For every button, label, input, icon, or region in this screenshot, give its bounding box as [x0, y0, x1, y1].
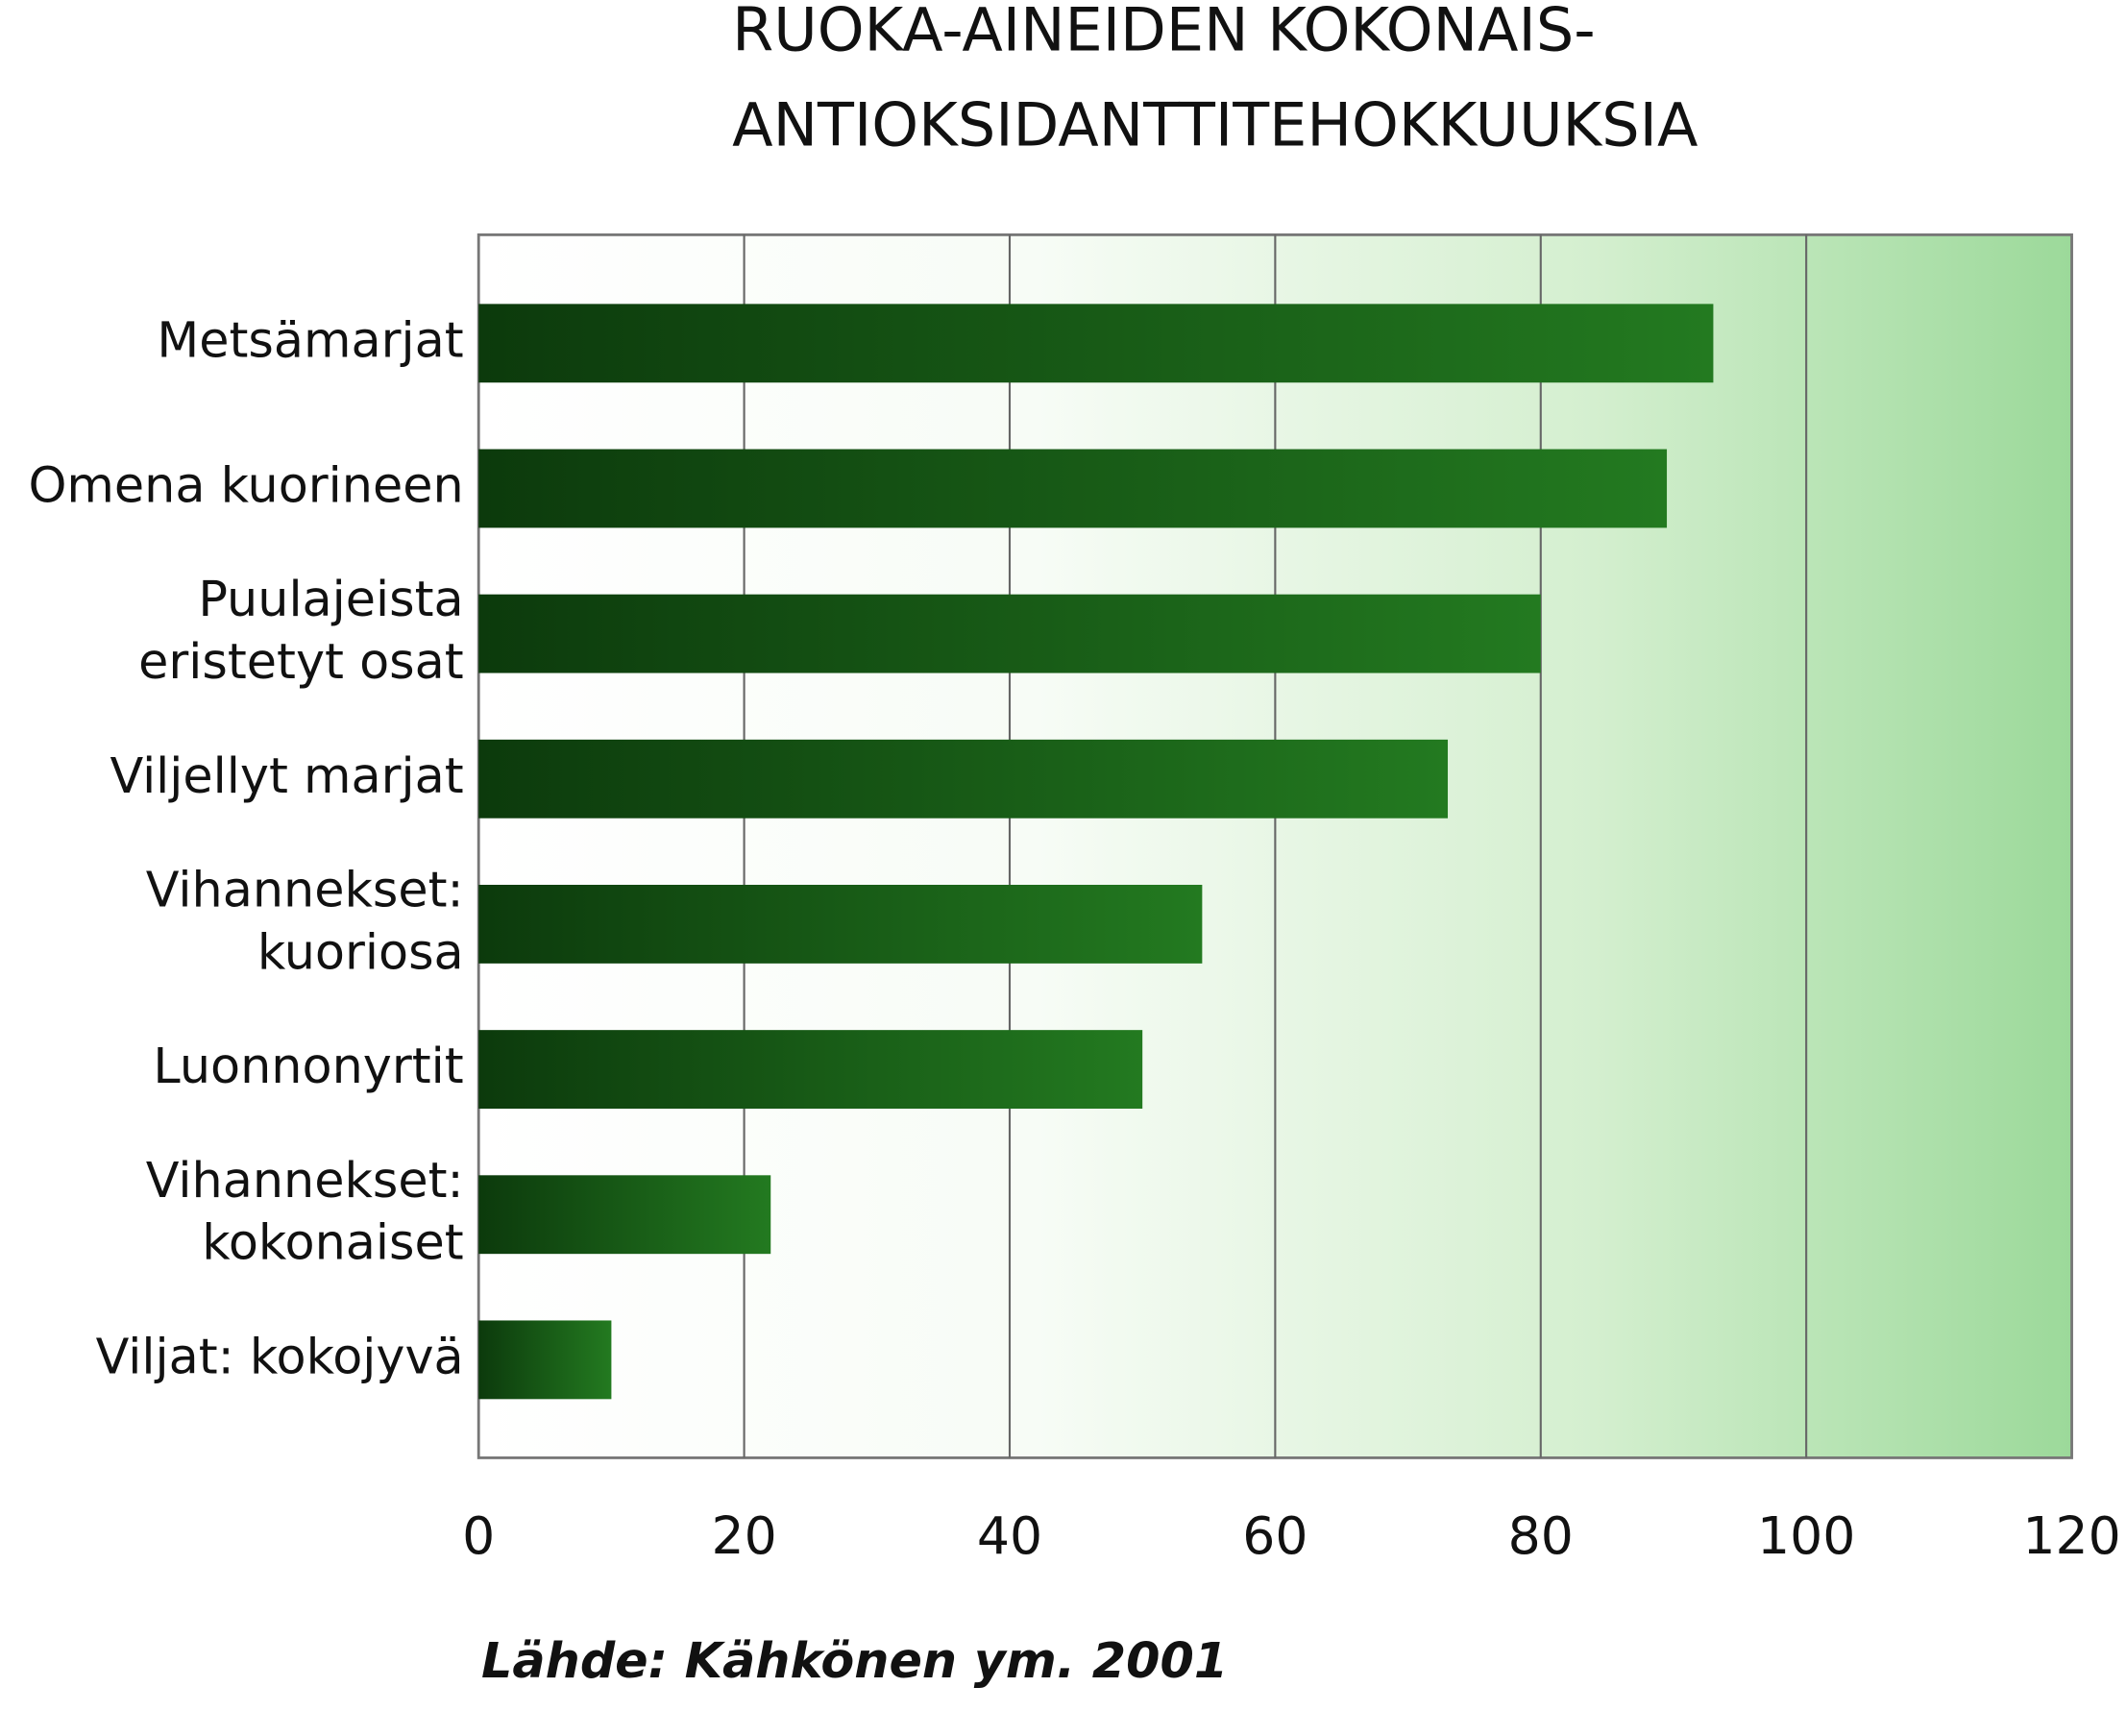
y-tick-label: Vihannekset: kokonaiset: [146, 1152, 464, 1271]
y-tick-label: Viljat: kokojyvä: [96, 1328, 464, 1384]
y-tick-label: Metsämarjat: [157, 311, 463, 368]
x-tick-label: 120: [2022, 1505, 2120, 1566]
bar: [478, 1030, 1143, 1110]
bar: [478, 594, 1541, 673]
bar: [478, 739, 1449, 819]
x-tick-label: 100: [1757, 1505, 1855, 1566]
y-tick-label: Vihannekset: kuoriosa: [146, 861, 464, 980]
bar: [478, 449, 1668, 528]
bar: [478, 304, 1714, 383]
x-tick-label: 20: [711, 1505, 776, 1566]
x-tick-label: 60: [1242, 1505, 1307, 1566]
source-note: Lähde: Kähkönen ym. 2001: [481, 1632, 1228, 1689]
bar: [478, 1175, 771, 1255]
y-tick-label: Luonnonyrtit: [153, 1038, 463, 1094]
x-tick-label: 80: [1508, 1505, 1574, 1566]
bar: [478, 885, 1203, 964]
x-tick-label: 0: [462, 1505, 495, 1566]
y-tick-label: Omena kuorineen: [28, 456, 463, 513]
x-tick-label: 40: [977, 1505, 1042, 1566]
y-tick-label: Puulajeista eristetyt osat: [138, 571, 464, 690]
chart-title: RUOKA-AINEIDEN KOKONAIS-ANTIOKSIDANTTITE…: [732, 0, 1698, 159]
bar: [478, 1320, 612, 1400]
y-tick-label: Viljellyt marjat: [110, 747, 463, 804]
